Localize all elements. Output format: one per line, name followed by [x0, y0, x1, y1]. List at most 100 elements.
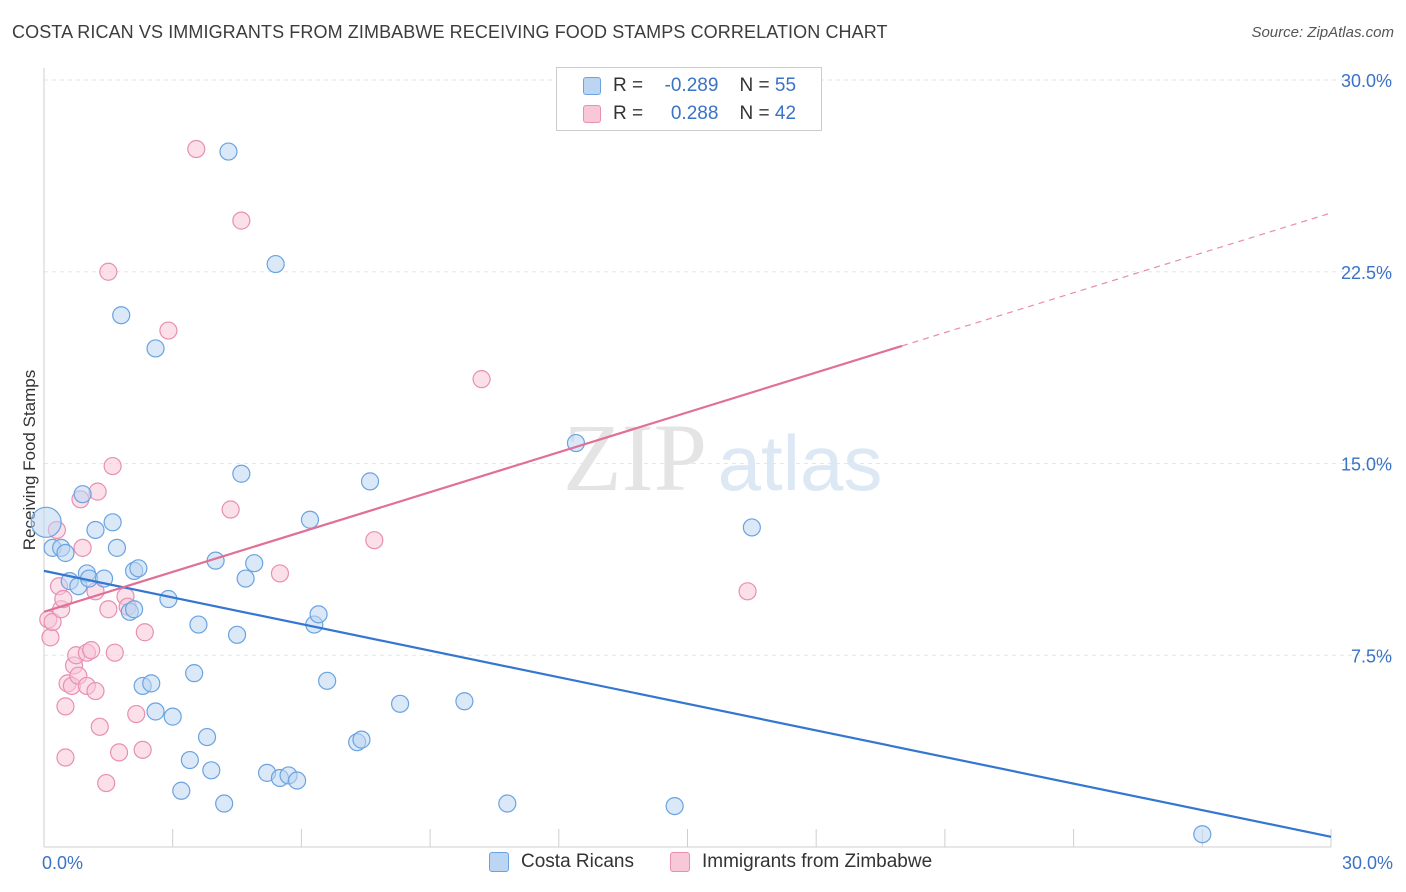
data-point-zimbabwe: [187, 139, 206, 159]
series-swatch-pink: [670, 852, 690, 872]
data-point-zimbabwe: [54, 589, 73, 609]
data-point-costa-rican: [300, 510, 320, 529]
data-point-zimbabwe: [56, 697, 75, 716]
data-point-costa-rican: [124, 600, 144, 619]
data-point-zimbabwe: [43, 612, 62, 632]
data-point-costa-rican: [360, 472, 380, 491]
trend-line-zimbabwe: [43, 344, 903, 613]
data-point-costa-rican: [498, 794, 517, 813]
data-point-zimbabwe: [133, 740, 152, 759]
data-point-costa-rican: [309, 605, 328, 624]
data-point-zimbabwe: [109, 743, 129, 762]
data-point-costa-rican: [665, 796, 684, 816]
data-point-costa-rican: [318, 671, 337, 690]
y-tick-label: 22.5%: [1341, 263, 1392, 283]
data-point-costa-rican: [103, 513, 122, 532]
data-point-zimbabwe: [270, 564, 290, 583]
watermark-zip: ZIP: [563, 404, 707, 511]
data-point-costa-rican: [163, 707, 182, 726]
data-point-costa-rican: [189, 615, 208, 634]
data-point-zimbabwe: [159, 321, 178, 340]
data-point-zimbabwe: [221, 500, 240, 519]
data-point-zimbabwe: [103, 456, 122, 476]
tick-labels: 7.5% 15.0% 22.5% 30.0% 0.0% 30.0%: [42, 71, 1393, 873]
data-point-costa-rican: [352, 730, 371, 749]
series-legend-costa-ricans: Costa Ricans: [489, 851, 634, 873]
data-point-costa-rican: [266, 254, 285, 274]
data-point-zimbabwe: [86, 681, 105, 701]
data-point-zimbabwe: [90, 717, 109, 736]
data-point-costa-rican: [215, 794, 234, 813]
legend-swatch-pink: [583, 105, 601, 123]
trend-lines: [43, 212, 1332, 838]
data-point-zimbabwe: [738, 582, 757, 601]
data-point-zimbabwe: [88, 482, 107, 501]
data-point-zimbabwe: [97, 773, 116, 793]
trend-line-zimbabwe-extrapolated: [901, 212, 1332, 347]
series-legend-label: Immigrants from Zimbabwe: [702, 851, 933, 872]
data-point-costa-rican: [159, 589, 178, 609]
data-point-costa-rican: [236, 569, 255, 588]
legend-r-label: R =: [613, 75, 644, 96]
data-point-zimbabwe: [472, 370, 491, 389]
watermark-atlas: atlas: [718, 419, 883, 507]
stats-legend: R = -0.289 N = 55 R = 0.288 N = 42: [556, 67, 822, 131]
axes: [43, 68, 1332, 848]
data-point-costa-rican: [455, 692, 474, 711]
data-point-costa-rican: [390, 694, 410, 713]
data-point-costa-rican: [73, 485, 92, 504]
legend-n-label: N =: [739, 75, 770, 96]
legend-r-value: -0.289: [664, 75, 719, 96]
data-point-costa-rican: [288, 771, 307, 790]
legend-r-value: 0.288: [670, 103, 719, 124]
data-point-costa-rican: [1193, 825, 1212, 844]
points-costa-ricans: [30, 142, 1212, 844]
data-point-zimbabwe: [232, 211, 251, 230]
data-point-costa-rican: [30, 506, 62, 538]
legend-row-costa-ricans: R = -0.289 N = 55: [583, 73, 796, 99]
data-point-zimbabwe: [365, 531, 384, 550]
data-point-zimbabwe: [41, 628, 60, 647]
chart-title: COSTA RICAN VS IMMIGRANTS FROM ZIMBABWE …: [12, 22, 888, 42]
x-tick-label: 30.0%: [1342, 853, 1393, 873]
data-point-costa-rican: [129, 559, 148, 578]
legend-n-value: 42: [774, 103, 797, 124]
grid-lines: [44, 79, 1394, 656]
data-point-zimbabwe: [99, 600, 118, 619]
legend-n-value: 55: [774, 75, 797, 96]
series-legend-label: Costa Ricans: [521, 851, 634, 872]
data-point-costa-rican: [232, 464, 251, 483]
y-tick-label: 30.0%: [1341, 71, 1392, 91]
legend-swatch-blue: [583, 77, 601, 95]
data-point-zimbabwe: [105, 643, 124, 662]
data-point-costa-rican: [245, 554, 264, 573]
data-point-zimbabwe: [82, 641, 101, 660]
data-point-zimbabwe: [127, 704, 146, 724]
points-immigrants-from-zimbabwe: [39, 139, 757, 793]
data-point-costa-rican: [56, 543, 75, 563]
data-point-costa-rican: [146, 702, 165, 721]
data-point-costa-rican: [227, 625, 247, 644]
data-point-costa-rican: [146, 339, 165, 358]
data-point-costa-rican: [219, 142, 238, 161]
data-point-costa-rican: [197, 727, 217, 747]
data-point-costa-rican: [86, 520, 105, 540]
data-point-costa-rican: [185, 664, 204, 683]
legend-n-label: N =: [739, 103, 770, 124]
data-point-zimbabwe: [73, 538, 92, 557]
legend-r-label: R =: [613, 103, 644, 124]
data-point-costa-rican: [142, 674, 161, 693]
source-label: Source: ZipAtlas.com: [1251, 24, 1394, 41]
data-point-costa-rican: [180, 750, 199, 770]
series-legend-zimbabwe: Immigrants from Zimbabwe: [670, 851, 932, 873]
series-legend: Costa Ricans Immigrants from Zimbabwe: [0, 851, 1406, 879]
x-tick-label: 0.0%: [42, 853, 83, 873]
data-point-costa-rican: [172, 781, 191, 800]
data-point-costa-rican: [107, 538, 127, 557]
data-point-costa-rican: [112, 306, 131, 325]
trend-line-costa-ricans: [43, 569, 1332, 838]
y-tick-label: 15.0%: [1341, 455, 1392, 475]
y-tick-label: 7.5%: [1351, 646, 1392, 666]
legend-row-zimbabwe: R = 0.288 N = 42: [583, 101, 796, 127]
